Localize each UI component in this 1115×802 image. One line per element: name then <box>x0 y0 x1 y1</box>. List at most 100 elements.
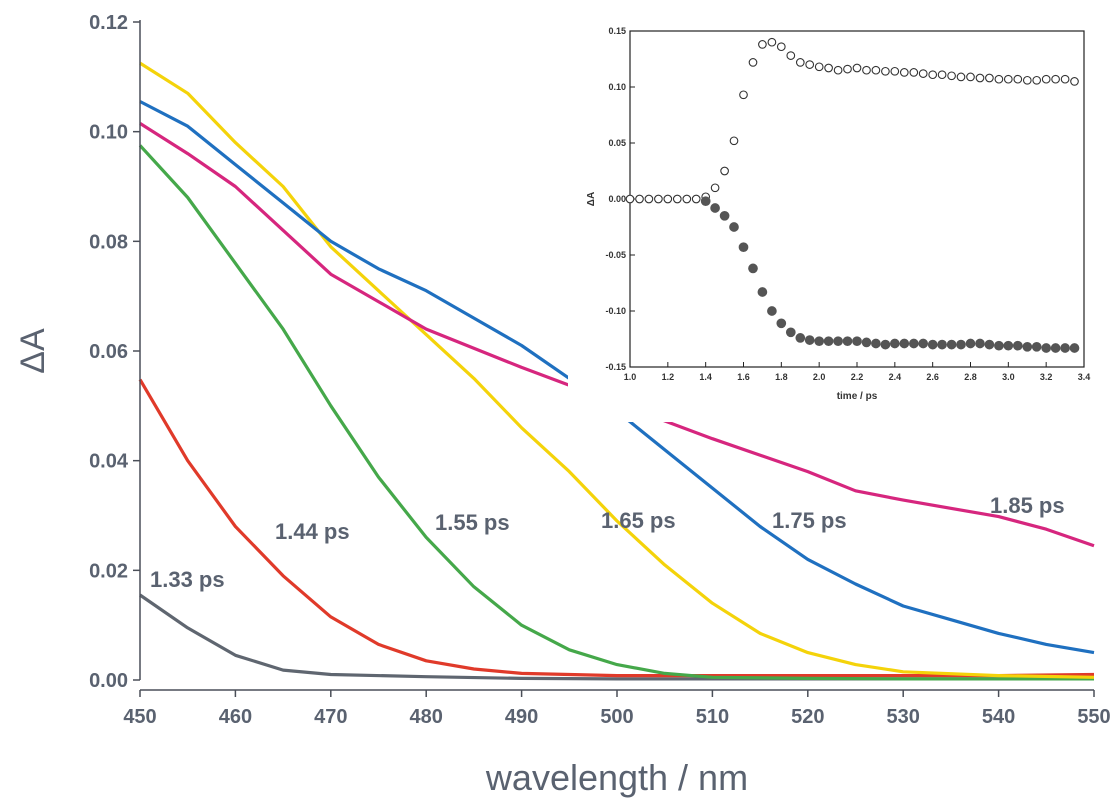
series-label-1-75-ps: 1.75 ps <box>772 508 847 533</box>
inset-y-axis-title: ΔA <box>586 192 597 206</box>
inset-point-filled <box>805 336 814 345</box>
inset-y-tick-label: -0.15 <box>605 362 626 372</box>
x-tick-label: 530 <box>887 706 920 728</box>
inset-point-open <box>967 73 975 81</box>
inset-point-filled <box>730 223 739 232</box>
inset-point-filled <box>1023 343 1032 352</box>
inset-point-open <box>891 68 899 76</box>
inset-point-filled <box>758 288 767 297</box>
inset-point-filled <box>749 264 758 273</box>
series-label-1-65-ps: 1.65 ps <box>601 508 676 533</box>
x-tick-label: 500 <box>600 706 633 728</box>
inset-point-open <box>901 69 909 77</box>
inset-point-open <box>853 64 861 72</box>
inset-point-open <box>683 195 691 203</box>
inset-point-open <box>872 66 880 74</box>
inset-point-open <box>655 195 663 203</box>
series-label-1-33-ps: 1.33 ps <box>150 567 225 592</box>
inset-point-open <box>1061 75 1069 83</box>
inset-point-filled <box>1042 344 1051 353</box>
inset-point-filled <box>1004 341 1013 350</box>
inset-point-open <box>749 59 757 67</box>
inset-point-open <box>1033 77 1041 85</box>
series-label-1-44-ps: 1.44 ps <box>275 519 350 544</box>
inset-x-tick-label: 2.8 <box>964 372 977 382</box>
inset-point-filled <box>976 339 985 348</box>
inset-point-filled <box>891 339 900 348</box>
inset-point-open <box>768 38 776 46</box>
inset-point-filled <box>985 340 994 349</box>
inset-point-filled <box>815 337 824 346</box>
inset-point-filled <box>881 340 890 349</box>
y-tick-label: 0.08 <box>89 231 128 253</box>
inset-point-filled <box>1051 344 1060 353</box>
inset-plot: -0.15-0.10-0.050.000.050.100.151.01.21.4… <box>568 22 1103 422</box>
inset-point-open <box>730 137 738 145</box>
inset-point-open <box>645 195 653 203</box>
inset-point-filled <box>834 337 843 346</box>
inset-point-filled <box>739 243 748 252</box>
inset-point-open <box>834 66 842 74</box>
inset-point-filled <box>768 307 777 316</box>
inset-point-open <box>910 69 918 77</box>
inset-x-tick-label: 1.2 <box>662 372 675 382</box>
inset-x-tick-label: 2.4 <box>889 372 902 382</box>
x-tick-label: 450 <box>123 706 156 728</box>
inset-y-tick-label: 0.00 <box>608 194 626 204</box>
y-axis-title: ΔA <box>14 328 52 374</box>
inset-point-open <box>844 65 852 73</box>
inset-point-filled <box>720 212 729 221</box>
inset-point-filled <box>1070 344 1079 353</box>
inset-point-filled <box>919 339 928 348</box>
inset-x-tick-label: 1.8 <box>775 372 788 382</box>
inset-point-open <box>995 75 1003 83</box>
inset-point-open <box>1005 75 1013 83</box>
x-tick-label: 490 <box>505 706 538 728</box>
x-axis-title: wavelength / nm <box>485 757 748 798</box>
y-tick-label: 0.02 <box>89 560 128 582</box>
inset-point-filled <box>853 337 862 346</box>
inset-point-filled <box>701 197 710 206</box>
inset-point-open <box>636 195 644 203</box>
inset-x-tick-label: 1.0 <box>624 372 637 382</box>
inset-point-open <box>1024 77 1032 85</box>
inset-point-open <box>882 68 890 76</box>
inset-point-filled <box>711 204 720 213</box>
inset-point-open <box>863 66 871 74</box>
inset-point-open <box>787 52 795 60</box>
inset-point-filled <box>1014 341 1023 350</box>
inset-y-tick-label: 0.15 <box>608 26 626 36</box>
inset-x-tick-label: 2.6 <box>926 372 939 382</box>
inset-point-filled <box>1061 344 1070 353</box>
inset-y-tick-label: 0.05 <box>608 138 626 148</box>
inset-y-tick-label: -0.05 <box>605 250 626 260</box>
inset-point-open <box>711 184 719 192</box>
inset-point-open <box>1052 75 1060 83</box>
series-label-1-85-ps: 1.85 ps <box>990 493 1065 518</box>
inset-point-open <box>1042 75 1050 83</box>
inset-x-tick-label: 3.4 <box>1078 372 1091 382</box>
inset-point-open <box>1071 78 1079 86</box>
inset-point-open <box>948 72 956 80</box>
inset-point-filled <box>843 337 852 346</box>
inset-point-filled <box>796 334 805 343</box>
inset-point-open <box>976 74 984 82</box>
inset-point-filled <box>966 339 975 348</box>
inset-point-open <box>692 195 700 203</box>
x-tick-label: 520 <box>791 706 824 728</box>
x-tick-label: 550 <box>1077 706 1110 728</box>
inset-point-open <box>759 41 767 49</box>
inset-point-open <box>929 71 937 79</box>
y-tick-label: 0.06 <box>89 341 128 363</box>
inset-point-filled <box>1032 343 1041 352</box>
y-tick-label: 0.12 <box>89 12 128 34</box>
inset-x-tick-label: 2.0 <box>813 372 826 382</box>
inset-point-filled <box>995 341 1004 350</box>
inset-point-filled <box>787 328 796 337</box>
inset-point-filled <box>957 340 966 349</box>
inset-point-open <box>721 167 729 175</box>
y-tick-label: 0.00 <box>89 670 128 692</box>
inset-x-axis-title: time / ps <box>837 391 878 402</box>
x-tick-label: 510 <box>696 706 729 728</box>
